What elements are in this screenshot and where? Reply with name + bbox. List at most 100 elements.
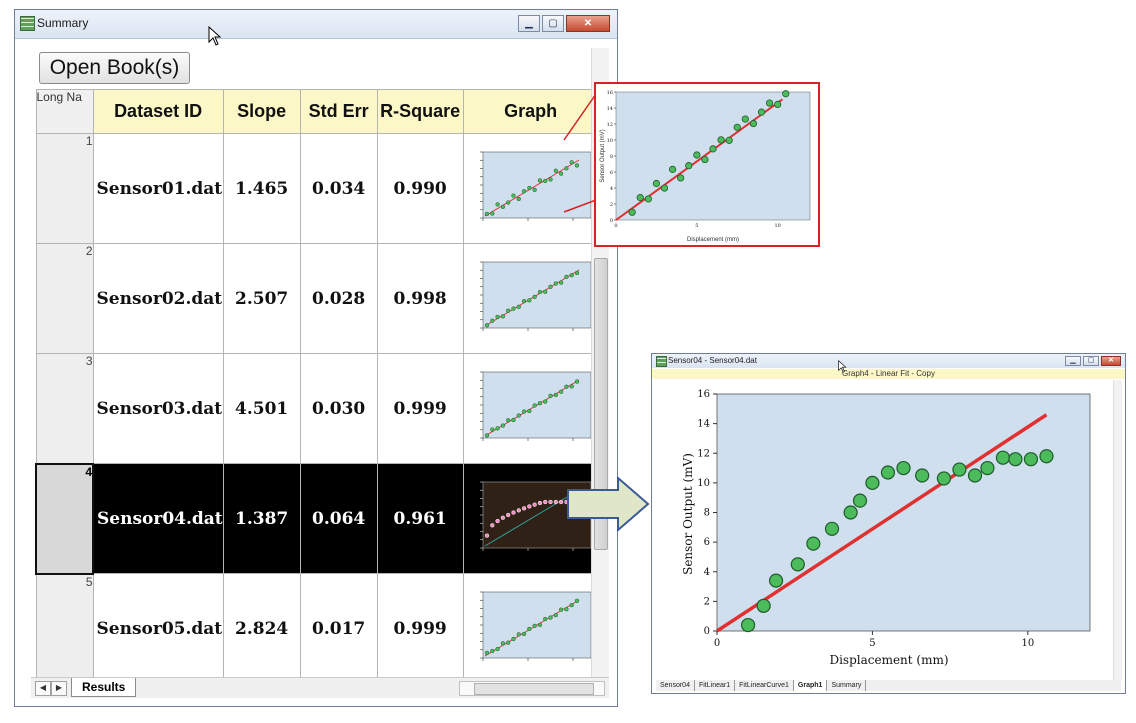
data-point [1008, 452, 1023, 467]
graph-maximize-button[interactable]: ▢ [1083, 356, 1099, 366]
column-header-std-err[interactable]: Std Err [299, 89, 378, 134]
main-chart[interactable]: 0 2 4 6 8 10 12 14 16 0 5 10 Displacement (mm) Sens… [656, 380, 1112, 678]
thumb-data-point [521, 298, 526, 303]
data-point [980, 460, 995, 476]
row-header[interactable]: 3 [35, 353, 94, 464]
maximize-button[interactable]: ▢ [542, 15, 564, 32]
callout-y-tick-label: 0 [610, 218, 613, 224]
slope-cell[interactable]: 1.465 [222, 133, 301, 244]
slope-cell[interactable]: 2.824 [222, 573, 301, 684]
sheet-tab-results[interactable]: Results [71, 678, 137, 697]
thumbnail-graph[interactable] [469, 146, 593, 232]
graph-cell[interactable] [462, 573, 599, 684]
rsquare-cell[interactable]: 0.999 [376, 353, 464, 464]
table-row[interactable]: 5 Sensor05.dat 2.824 0.017 0.999 [35, 573, 599, 684]
row-header[interactable]: 5 [35, 573, 94, 684]
thumb-data-point [553, 280, 558, 286]
callout-ylabel: Sensor Output (mV) [600, 129, 606, 182]
thumbnail-graph[interactable] [469, 256, 593, 342]
table-row[interactable]: 3 Sensor03.dat 4.501 0.030 0.999 [35, 353, 599, 464]
thumb-data-point [510, 192, 516, 198]
thumbnail-graph[interactable] [469, 586, 593, 672]
thumb-data-point [495, 201, 500, 207]
thumb-data-point [526, 185, 532, 190]
thumb-data-point [521, 408, 526, 414]
column-header-r-square[interactable]: R-Square [376, 89, 464, 134]
horizontal-scroll-thumb[interactable] [474, 683, 594, 695]
thumb-data-point [553, 168, 558, 173]
graph-close-button[interactable]: ✕ [1101, 356, 1121, 366]
graph-tab-sensor04[interactable]: Sensor04 [656, 680, 695, 691]
next-sheet-icon[interactable]: ▶ [51, 681, 67, 696]
row-header[interactable]: 2 [35, 243, 94, 354]
dataset-cell[interactable]: Sensor01.dat [92, 133, 224, 244]
summary-title-bar[interactable]: Summary ▁ ▢ ✕ [15, 10, 617, 39]
open-books-button[interactable]: Open Book(s) [39, 52, 190, 84]
minimize-button[interactable]: ▁ [518, 15, 540, 32]
graph-title-bar[interactable]: Sensor04 - Sensor04.dat ▁ ▢ ✕ [652, 354, 1125, 368]
thumb-data-point [574, 162, 579, 168]
thumb-data-point [542, 398, 548, 404]
graph-cell[interactable] [462, 243, 599, 354]
table-row[interactable]: 1 Sensor01.dat 1.465 0.034 0.990 [35, 133, 599, 244]
thumb-data-point [537, 177, 542, 183]
thumb-data-point [553, 499, 558, 504]
stderr-cell[interactable]: 0.030 [299, 353, 378, 464]
y-axis-label: Sensor Output (mV) [681, 453, 695, 575]
graph-cell[interactable] [462, 133, 599, 244]
stderr-cell[interactable]: 0.028 [299, 243, 378, 354]
thumb-data-point [537, 500, 542, 505]
column-header-graph[interactable]: Graph [462, 89, 599, 134]
slope-cell[interactable]: 4.501 [222, 353, 301, 464]
thumb-data-point [558, 389, 563, 394]
slope-cell[interactable]: 2.507 [222, 243, 301, 354]
data-point [824, 521, 840, 536]
row-header[interactable]: 4 [35, 462, 94, 575]
thumb-data-point [495, 314, 500, 319]
graph-cell[interactable] [462, 353, 599, 464]
slope-cell[interactable]: 1.387 [222, 463, 301, 574]
table-row[interactable]: 2 Sensor02.dat 2.507 0.028 0.998 [35, 243, 599, 354]
thumb-data-point [505, 308, 510, 313]
data-point [865, 475, 880, 490]
dataset-cell[interactable]: Sensor02.dat [92, 243, 224, 354]
callout-fit-line [615, 98, 784, 221]
thumb-data-point [558, 607, 563, 612]
rsquare-cell[interactable]: 0.998 [376, 243, 464, 354]
dataset-cell[interactable]: Sensor05.dat [92, 573, 224, 684]
row-header[interactable]: 1 [35, 133, 94, 244]
thumbnail-graph[interactable] [469, 366, 593, 452]
rsquare-cell[interactable]: 0.961 [376, 463, 464, 574]
thumb-data-point [484, 532, 489, 538]
graph-minimize-button[interactable]: ▁ [1065, 356, 1081, 366]
y-tick-label: 16 [697, 389, 710, 400]
stderr-cell[interactable]: 0.017 [299, 573, 378, 684]
dataset-cell[interactable]: Sensor04.dat [92, 463, 224, 574]
dataset-cell[interactable]: Sensor03.dat [92, 353, 224, 464]
graph-window-title: Sensor04 - Sensor04.dat [668, 356, 757, 365]
corner-header[interactable]: Long Na [35, 89, 94, 134]
data-point [790, 557, 805, 572]
vertical-scroll-thumb[interactable] [594, 258, 608, 550]
thumb-data-point [484, 211, 489, 216]
stderr-cell[interactable]: 0.064 [299, 463, 378, 574]
thumb-data-point [532, 187, 537, 192]
graph-tab-graph1[interactable]: Graph1 [793, 680, 828, 691]
graph-tab-fitlinear1[interactable]: FitLinear1 [695, 680, 736, 691]
graph-vertical-scrollbar[interactable] [1113, 380, 1122, 680]
stderr-cell[interactable]: 0.034 [299, 133, 378, 244]
column-header-slope[interactable]: Slope [222, 89, 301, 134]
table-row-selected[interactable]: 4 Sensor04.dat 1.387 0.064 0.961 [35, 462, 599, 575]
prev-sheet-icon[interactable]: ◀ [35, 681, 51, 696]
data-point [740, 617, 756, 633]
graph-tab-summary[interactable]: Summary [827, 680, 867, 691]
thumb-data-point [574, 598, 579, 603]
rsquare-cell[interactable]: 0.999 [376, 573, 464, 684]
close-button[interactable]: ✕ [566, 15, 610, 32]
column-header-dataset-id[interactable]: Dataset ID [92, 89, 224, 134]
graph-tab-fitlinearcurve1[interactable]: FitLinearCurve1 [735, 680, 794, 691]
horizontal-scrollbar[interactable] [459, 681, 605, 696]
rsquare-cell[interactable]: 0.990 [376, 133, 464, 244]
thumb-data-point [574, 378, 579, 384]
thumb-data-point [548, 284, 553, 289]
